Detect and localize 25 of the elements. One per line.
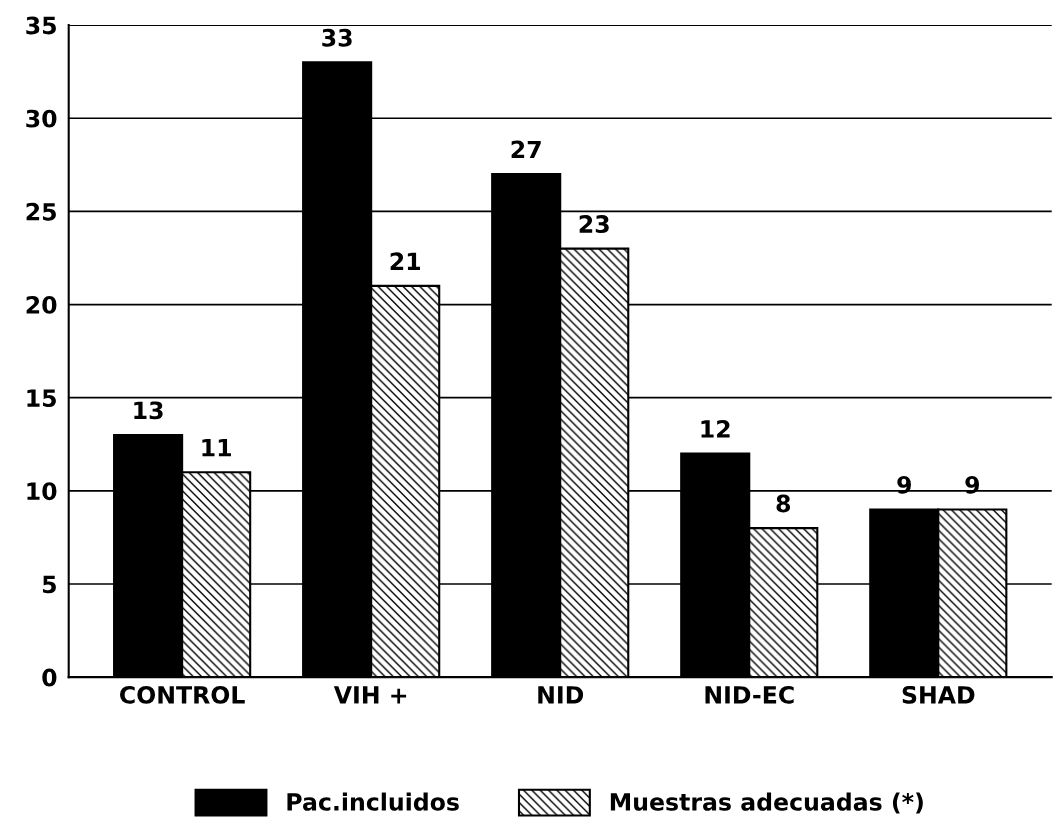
y-tick-label: 0	[42, 668, 57, 687]
y-tick-label: 15	[27, 389, 56, 407]
data-label: 9	[897, 475, 911, 494]
y-tick-label: 25	[26, 202, 56, 221]
y-tick-label: 10	[27, 482, 57, 501]
data-label: 27	[511, 140, 541, 159]
y-tick-label: 20	[26, 295, 57, 314]
x-tick-label: VIH +	[333, 686, 407, 704]
y-tick-label: 30	[26, 109, 57, 128]
data-label: 11	[202, 438, 231, 457]
x-tick-label: NID	[538, 686, 584, 704]
data-label: 12	[701, 420, 730, 438]
x-tick-label: CONTROL	[120, 685, 245, 704]
legend-label: Muestras adecuadas (*)	[610, 792, 923, 814]
data-label: 13	[134, 401, 163, 420]
data-label: 21	[390, 252, 420, 270]
y-tick-label: 5	[42, 575, 56, 594]
y-tick-label: 35	[26, 16, 56, 35]
data-label: 8	[776, 494, 791, 513]
data-label: 23	[579, 215, 609, 233]
legend-label: Pac.incluidos	[287, 792, 459, 811]
x-tick-label: SHAD	[902, 685, 975, 704]
data-label: 33	[322, 28, 352, 47]
x-tick-label: NID-EC	[705, 685, 794, 704]
data-label: 9	[965, 475, 980, 494]
